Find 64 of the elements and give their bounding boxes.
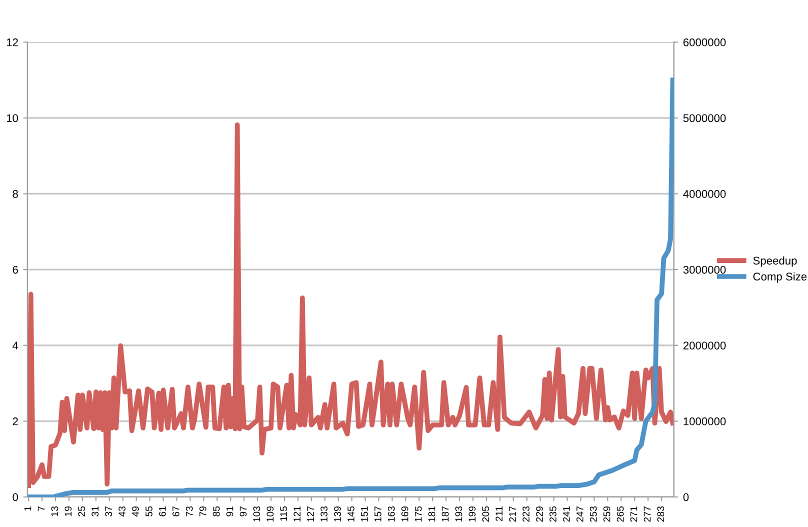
x-tick-label: 67 xyxy=(172,506,180,516)
x-tick-label: 13 xyxy=(51,506,58,516)
x-tick-label: 277 xyxy=(644,506,651,522)
x-tick-label: 163 xyxy=(388,506,395,522)
x-tick-label: 211 xyxy=(496,506,502,521)
x-tick-label: 43 xyxy=(118,506,126,517)
y2-tick-label: 0 xyxy=(683,493,689,502)
x-tick-label: 235 xyxy=(550,506,556,522)
x-tick-label: 229 xyxy=(536,506,543,522)
x-tick-label: 151 xyxy=(361,506,368,522)
y-tick-label: 0 xyxy=(12,493,18,502)
y-tick-label: 4 xyxy=(12,342,18,350)
y-tick-label: 10 xyxy=(6,114,18,122)
x-tick-label: 109 xyxy=(266,506,274,522)
x-tick-label: 73 xyxy=(186,506,193,516)
y2-tick-label: 3000000 xyxy=(683,266,726,274)
x-tick-label: 85 xyxy=(212,506,220,516)
x-tick-label: 1 xyxy=(24,506,32,511)
x-tick-label: 79 xyxy=(199,506,206,516)
x-tick-label: 31 xyxy=(92,506,99,516)
x-tick-label: 253 xyxy=(590,506,597,522)
x-tick-label: 139 xyxy=(334,506,341,522)
x-tick-label: 19 xyxy=(64,506,72,516)
x-tick-label: 175 xyxy=(414,506,422,522)
x-tick-label: 115 xyxy=(280,506,288,521)
x-tick-label: 217 xyxy=(509,506,516,522)
y-tick-label: 12 xyxy=(6,38,18,46)
legend-label: Comp Size xyxy=(753,272,807,283)
x-tick-label: 133 xyxy=(320,506,328,522)
x-tick-label: 187 xyxy=(442,506,449,522)
x-tick-label: 55 xyxy=(146,506,152,516)
x-tick-label: 157 xyxy=(374,506,382,522)
x-tick-label: 61 xyxy=(158,506,166,516)
y-tick-label: 2 xyxy=(12,417,18,426)
x-tick-label: 49 xyxy=(132,506,139,517)
x-tick-label: 259 xyxy=(603,506,610,522)
y2-tick-label: 5000000 xyxy=(683,114,726,122)
x-tick-label: 199 xyxy=(468,506,476,522)
x-tick-label: 25 xyxy=(78,506,86,516)
x-tick-label: 7 xyxy=(38,506,45,511)
x-tick-label: 271 xyxy=(630,506,638,522)
x-tick-label: 91 xyxy=(226,506,234,516)
x-tick-label: 193 xyxy=(455,506,462,522)
x-tick-label: 181 xyxy=(428,506,436,522)
y2-tick-label: 4000000 xyxy=(683,190,726,198)
y2-tick-label: 1000000 xyxy=(684,417,726,426)
x-tick-label: 205 xyxy=(482,506,490,522)
x-tick-label: 265 xyxy=(616,506,624,522)
x-tick-label: 145 xyxy=(348,506,354,522)
x-tick-label: 37 xyxy=(105,506,112,516)
x-tick-label: 103 xyxy=(253,506,260,522)
y-tick-label: 6 xyxy=(12,266,18,274)
x-tick-label: 223 xyxy=(522,506,530,522)
x-tick-label: 121 xyxy=(294,506,300,522)
x-tick-label: 247 xyxy=(576,506,584,522)
y2-tick-label: 6000000 xyxy=(683,38,726,46)
y2-tick-label: 2000000 xyxy=(683,342,726,350)
legend-label: Speedup xyxy=(753,256,797,267)
y-tick-label: 8 xyxy=(12,190,18,198)
x-tick-label: 97 xyxy=(240,506,247,516)
x-tick-label: 169 xyxy=(401,506,408,522)
x-tick-label: 127 xyxy=(307,506,314,522)
x-tick-label: 283 xyxy=(657,506,664,522)
x-tick-label: 241 xyxy=(562,506,570,522)
